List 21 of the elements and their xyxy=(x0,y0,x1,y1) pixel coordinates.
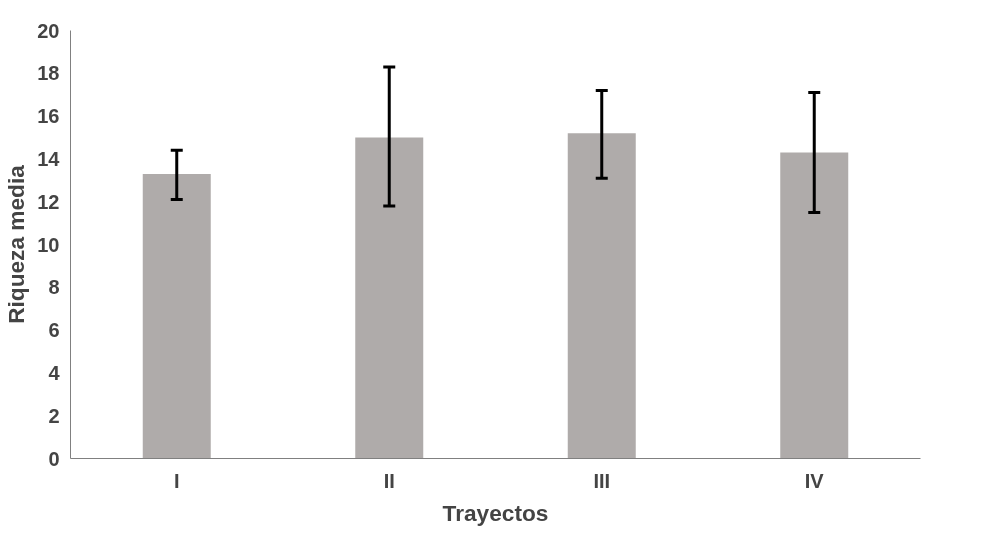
y-tick-label: 2 xyxy=(48,404,60,427)
y-tick-label: 10 xyxy=(37,233,60,256)
y-tick-label: 6 xyxy=(48,319,60,342)
x-tick-label: IV xyxy=(804,469,825,492)
bar xyxy=(567,133,636,459)
y-tick-label: 8 xyxy=(48,276,60,299)
y-tick-label: 4 xyxy=(48,361,61,384)
x-tick-label: I xyxy=(173,469,180,492)
x-tick-label: III xyxy=(593,469,611,492)
x-tick-label: II xyxy=(383,469,395,492)
x-axis-title: Trayectos xyxy=(442,499,549,526)
y-tick-label: 16 xyxy=(37,105,60,128)
y-tick-label: 18 xyxy=(37,62,60,85)
y-tick-label: 12 xyxy=(37,190,60,213)
y-axis-title: Riqueza media xyxy=(3,164,30,324)
bar xyxy=(780,152,849,459)
y-tick-label: 20 xyxy=(37,19,60,42)
y-tick-label: 14 xyxy=(37,147,61,170)
y-tick-label: 0 xyxy=(48,447,60,470)
bar xyxy=(142,173,211,459)
bar xyxy=(355,137,424,459)
